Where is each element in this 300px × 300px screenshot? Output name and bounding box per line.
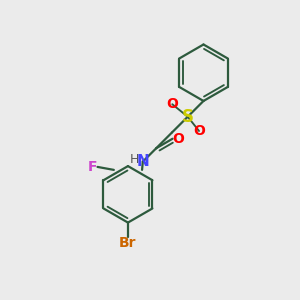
Text: O: O	[193, 124, 205, 138]
Text: H: H	[130, 153, 139, 166]
Text: O: O	[172, 132, 184, 146]
Text: F: F	[87, 160, 97, 174]
Text: O: O	[166, 97, 178, 111]
Text: Br: Br	[119, 236, 137, 250]
Text: N: N	[136, 154, 149, 169]
Text: S: S	[182, 108, 194, 126]
